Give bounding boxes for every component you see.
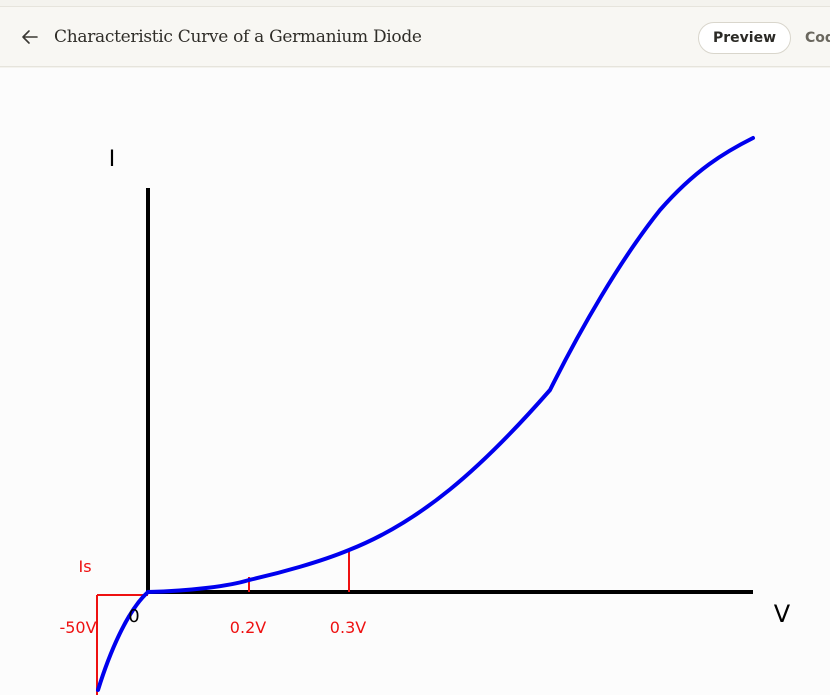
tab-preview[interactable]: Preview <box>698 22 792 54</box>
marker-label-0-3v: 0.3V <box>330 618 366 637</box>
back-button[interactable] <box>18 25 42 49</box>
y-axis-label: I <box>109 147 116 172</box>
page-title: Characteristic Curve of a Germanium Diod… <box>54 27 422 47</box>
reverse-characteristic-curve <box>96 590 150 692</box>
preview-canvas: I V 0 Is -50V 0.2V 0.3V <box>0 68 830 695</box>
top-bar: Characteristic Curve of a Germanium Diod… <box>0 6 830 67</box>
diode-characteristic-diagram: I V 0 Is -50V 0.2V 0.3V <box>59 136 791 695</box>
reverse-voltage-label: -50V <box>59 618 96 637</box>
origin-label: 0 <box>128 606 139 627</box>
view-toggle: Preview Code <box>698 22 830 54</box>
arrow-left-icon <box>22 30 38 44</box>
tab-code[interactable]: Code <box>805 30 830 46</box>
marker-label-0-2v: 0.2V <box>230 618 266 637</box>
x-axis-label: V <box>774 600 791 628</box>
saturation-current-label: Is <box>78 557 91 576</box>
forward-characteristic-curve <box>146 136 755 594</box>
